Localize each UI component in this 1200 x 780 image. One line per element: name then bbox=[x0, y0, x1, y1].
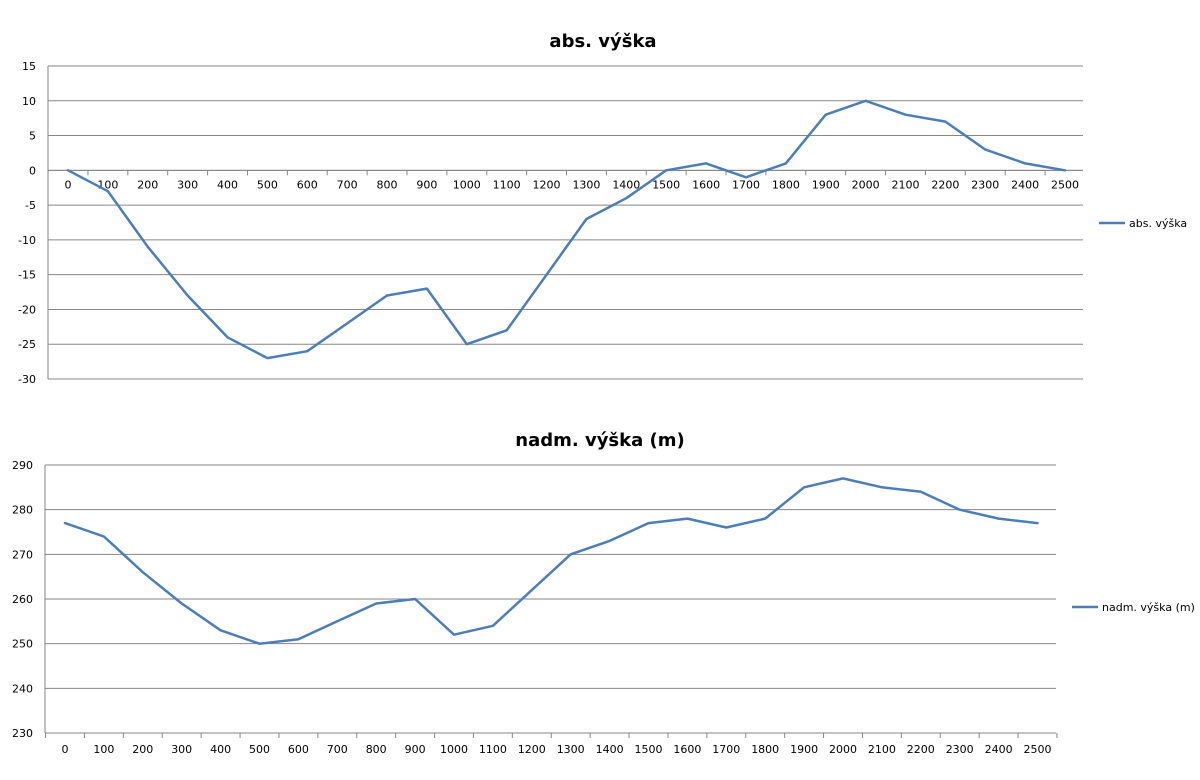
y-tick-label: -15 bbox=[18, 269, 36, 282]
x-tick-label: 1100 bbox=[493, 178, 521, 191]
y-tick-label: 10 bbox=[22, 95, 36, 108]
x-tick-label: 0 bbox=[65, 178, 72, 191]
x-axis bbox=[47, 169, 1083, 176]
x-tick-label: 800 bbox=[377, 178, 398, 191]
x-tick-label: 2400 bbox=[1011, 178, 1039, 191]
x-tick-label: 800 bbox=[366, 743, 387, 756]
x-tick-label: 900 bbox=[416, 178, 437, 191]
x-tick-label: 700 bbox=[337, 178, 358, 191]
x-tick-label: 2100 bbox=[891, 178, 919, 191]
y-tick-label: -30 bbox=[18, 373, 36, 386]
x-axis-tick-labels: 0 100 200 300 400 500 600 700 800 900 1000 1100 1200… bbox=[62, 743, 1052, 756]
x-tick-label: 600 bbox=[297, 178, 318, 191]
x-tick-label: 1900 bbox=[812, 178, 840, 191]
x-tick-label: 500 bbox=[257, 178, 278, 191]
x-tick-label: 1700 bbox=[732, 178, 760, 191]
chart-abs-vyska: abs. výška 15 10 5 0 -5 -10 -15 -20 -25 -30 0 100 2… bbox=[18, 31, 1187, 386]
legend-label: abs. výška bbox=[1129, 217, 1187, 230]
x-tick-label: 1700 bbox=[712, 743, 740, 756]
x-tick-label: 1500 bbox=[652, 178, 680, 191]
x-axis bbox=[45, 732, 1058, 738]
x-tick-label: 1600 bbox=[692, 178, 720, 191]
y-tick-label: 270 bbox=[12, 548, 33, 561]
gridlines bbox=[44, 464, 1056, 734]
x-tick-label: 100 bbox=[93, 743, 114, 756]
x-tick-label: 1300 bbox=[572, 178, 600, 191]
y-tick-label: 250 bbox=[12, 638, 33, 651]
chart-title: nadm. výška (m) bbox=[515, 430, 684, 451]
x-tick-label: 600 bbox=[288, 743, 309, 756]
x-tick-label: 1100 bbox=[479, 743, 507, 756]
x-tick-label: 200 bbox=[132, 743, 153, 756]
y-tick-label: 240 bbox=[12, 682, 33, 695]
x-tick-label: 1200 bbox=[518, 743, 546, 756]
x-tick-label: 300 bbox=[171, 743, 192, 756]
x-tick-label: 2500 bbox=[1051, 178, 1079, 191]
x-tick-label: 100 bbox=[97, 178, 118, 191]
x-tick-label: 400 bbox=[210, 743, 231, 756]
x-tick-label: 1800 bbox=[751, 743, 779, 756]
y-tick-label: 0 bbox=[29, 164, 36, 177]
x-tick-label: 900 bbox=[405, 743, 426, 756]
x-tick-label: 2500 bbox=[1024, 743, 1052, 756]
x-tick-label: 700 bbox=[327, 743, 348, 756]
x-tick-label: 1600 bbox=[673, 743, 701, 756]
y-tick-label: 230 bbox=[12, 727, 33, 740]
y-axis: 15 10 5 0 -5 -10 -15 -20 -25 -30 bbox=[18, 60, 36, 386]
series-line bbox=[66, 99, 1067, 360]
x-tick-label: 1000 bbox=[440, 743, 468, 756]
x-tick-label: 2400 bbox=[985, 743, 1013, 756]
y-tick-label: 15 bbox=[22, 60, 36, 73]
y-tick-label: 5 bbox=[29, 130, 36, 143]
x-tick-label: 2300 bbox=[946, 743, 974, 756]
y-tick-label: -5 bbox=[25, 199, 36, 212]
x-tick-label: 500 bbox=[249, 743, 270, 756]
y-axis: 290 280 270 260 250 240 230 bbox=[12, 459, 33, 740]
x-tick-label: 2000 bbox=[829, 743, 857, 756]
legend-label: nadm. výška (m) bbox=[1102, 601, 1195, 614]
x-tick-label: 1400 bbox=[612, 178, 640, 191]
series-lines bbox=[63, 477, 1039, 645]
y-tick-label: -10 bbox=[18, 234, 36, 247]
x-tick-label: 2200 bbox=[907, 743, 935, 756]
y-tick-label: -25 bbox=[18, 338, 36, 351]
y-tick-label: -20 bbox=[18, 303, 36, 316]
y-tick-label: 260 bbox=[12, 593, 33, 606]
x-tick-label: 1800 bbox=[772, 178, 800, 191]
x-tick-label: 0 bbox=[62, 743, 69, 756]
x-tick-label: 2000 bbox=[852, 178, 880, 191]
x-tick-label: 2100 bbox=[868, 743, 896, 756]
x-tick-label: 2200 bbox=[931, 178, 959, 191]
x-tick-label: 1200 bbox=[533, 178, 561, 191]
legend: abs. výška bbox=[1099, 217, 1187, 230]
legend: nadm. výška (m) bbox=[1072, 601, 1195, 614]
x-tick-label: 1500 bbox=[635, 743, 663, 756]
x-tick-label: 200 bbox=[137, 178, 158, 191]
x-tick-label: 1400 bbox=[596, 743, 624, 756]
x-tick-label: 400 bbox=[217, 178, 238, 191]
x-axis-tick-labels: 0 100 200 300 400 500 600 700 800 900 1000 1100 1200… bbox=[65, 178, 1080, 191]
x-tick-label: 300 bbox=[177, 178, 198, 191]
x-tick-label: 1300 bbox=[557, 743, 585, 756]
y-tick-label: 290 bbox=[12, 459, 33, 472]
series-lines bbox=[66, 99, 1067, 360]
y-tick-label: 280 bbox=[12, 504, 33, 517]
chart-title: abs. výška bbox=[549, 31, 656, 52]
gridlines bbox=[47, 65, 1083, 380]
x-tick-label: 1000 bbox=[453, 178, 481, 191]
chart-nadm-vyska: nadm. výška (m) 290 280 270 260 250 240 230 0 1… bbox=[12, 430, 1195, 756]
x-tick-label: 1900 bbox=[790, 743, 818, 756]
series-line bbox=[63, 477, 1039, 645]
x-tick-label: 2300 bbox=[971, 178, 999, 191]
